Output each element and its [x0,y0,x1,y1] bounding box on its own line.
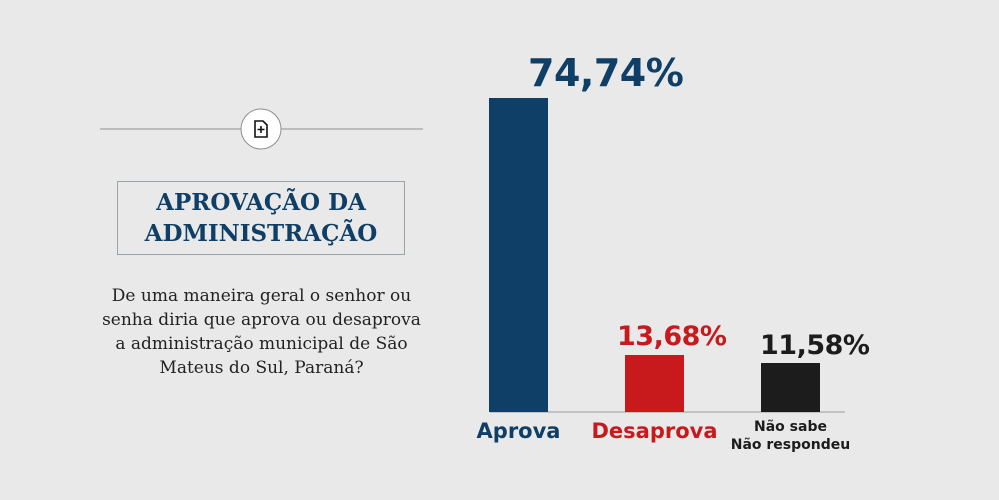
value-label: 13,68% [617,320,727,352]
category-label: Aprova [476,419,561,443]
bar [489,98,548,412]
category-label: Desaprova [591,419,718,443]
chart-subtitle: De uma maneira geral o senhor ou senha d… [102,286,421,378]
category-label: Não sabe Não respondeu [730,419,851,453]
chart-title: APROVAÇÃO DA ADMINISTRAÇÃO [117,181,405,255]
bar [625,354,684,412]
value-label: 11,58% [760,329,870,361]
value-label: 74,74% [528,50,684,95]
doc-icon-plus [257,126,265,133]
doc-icon [254,120,268,138]
bar [761,363,820,412]
